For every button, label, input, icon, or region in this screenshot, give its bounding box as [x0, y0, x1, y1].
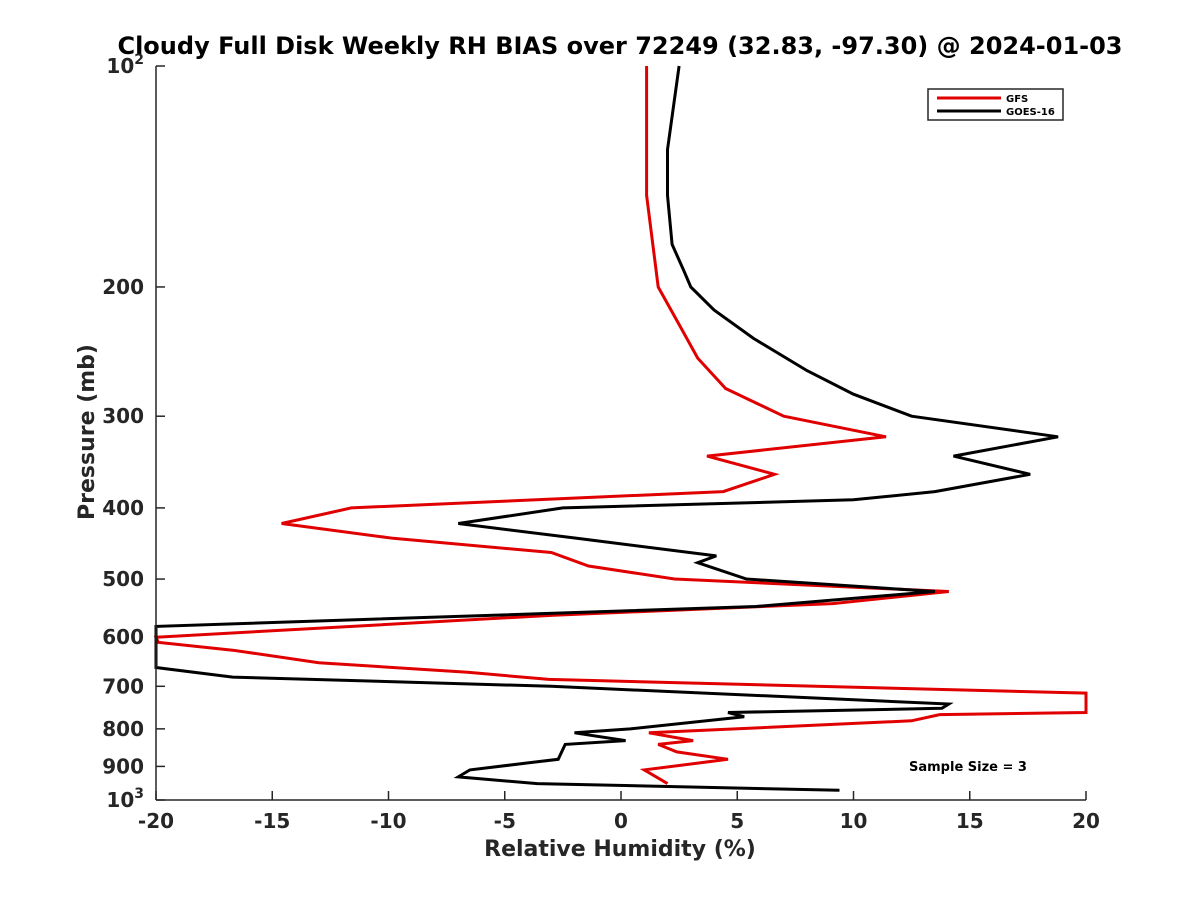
y-tick-label: 500: [102, 567, 144, 591]
series-line-gfs: [153, 66, 1088, 785]
x-tick-group: -20 -15 -10 -5 0 5 10 15 20: [138, 791, 1100, 833]
y-tick-label: 300: [102, 404, 144, 428]
x-tick-label: -20: [138, 809, 174, 833]
y-tick-label: 600: [102, 625, 144, 649]
x-tick-label: 10: [840, 809, 868, 833]
x-tick-label: -5: [494, 809, 516, 833]
x-tick-label: 0: [614, 809, 628, 833]
legend-label: GOES-16: [1006, 107, 1055, 118]
x-axis-label: Relative Humidity (%): [484, 837, 756, 862]
x-tick-label: 15: [956, 809, 984, 833]
y-tick-label: 102: [106, 52, 144, 78]
x-tick-label: 5: [730, 809, 744, 833]
y-tick-label: 103: [106, 786, 144, 812]
y-tick-label: 700: [102, 674, 144, 698]
y-tick-label: 400: [102, 496, 144, 520]
y-tick-group: 102 200 300 400 500 600 700 800 900 103: [102, 52, 165, 812]
legend: GFS GOES-16: [927, 88, 1064, 121]
axes-frame: [155, 66, 1086, 801]
x-tick-label: -15: [254, 809, 290, 833]
y-axis-label: Pressure (mb): [75, 344, 100, 520]
x-tick-label: -10: [370, 809, 406, 833]
legend-label: GFS: [1006, 94, 1028, 105]
x-tick-label: 20: [1072, 809, 1100, 833]
sample-size-note: Sample Size = 3: [909, 760, 1027, 775]
legend-box: [927, 88, 1064, 121]
chart-title: Cloudy Full Disk Weekly RH BIAS over 722…: [117, 32, 1122, 60]
series-line-goes-16: [154, 65, 1059, 792]
series-group: [153, 65, 1088, 792]
y-tick-label: 200: [102, 275, 144, 299]
y-tick-label: 800: [102, 717, 144, 741]
y-tick-label: 900: [102, 754, 144, 778]
